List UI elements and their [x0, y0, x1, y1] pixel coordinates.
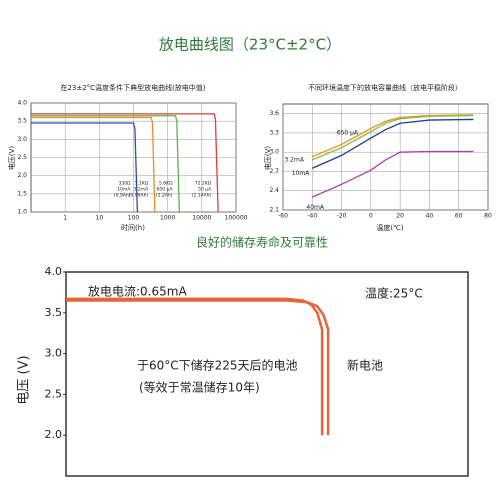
x-tick-label: 0 [369, 213, 373, 220]
x-tick-label: 100 [128, 215, 140, 222]
y-tick-label: 2.4 [269, 187, 279, 194]
chart-title: 在23±2°C温度条件下典型放电曲线(放电中值) [60, 83, 205, 92]
series-label: 330Ω [118, 181, 131, 187]
x-tick-label: 80 [484, 213, 492, 220]
y-tick-label: 3.6 [269, 110, 279, 117]
page-subtitle: 良好的储存寿命及可靠性 [196, 235, 328, 250]
series-line [31, 113, 219, 213]
annotation: 温度:25°C [365, 286, 423, 301]
series-label: 5.6KΩ [159, 181, 173, 187]
annotation: 于60°C下储存225天后的电池 [137, 358, 298, 373]
series-label: 10mA [292, 170, 310, 177]
y-tick-label: 3.0 [269, 149, 279, 156]
page-title: 放电曲线图（23°C±2°C） [159, 36, 341, 54]
y-tick-label: 1.0 [17, 209, 27, 216]
chart-title: 不同环境温度下的放电容量曲线（放电平稳阶段） [308, 83, 462, 92]
y-axis-label: 电压(V) [7, 146, 16, 171]
series-line [312, 150, 474, 198]
series-label: (1.2Ah) [156, 193, 173, 199]
x-tick-label: 1000 [160, 215, 175, 222]
series-label: 40mA [306, 204, 324, 211]
x-tick-label: 100000 [225, 215, 248, 222]
series-line [66, 299, 330, 436]
annotation: 放电电流:0.65mA [88, 284, 187, 299]
y-tick-label: 4.0 [45, 265, 63, 278]
series-line [31, 115, 181, 213]
series-label: 50 µA [198, 187, 212, 193]
y-tick-label: 2.0 [45, 428, 63, 441]
y-axis-label: 电压(V) [263, 146, 272, 171]
series-label: (0.99Ah) [129, 193, 149, 199]
x-tick-label: 1 [63, 215, 67, 222]
x-axis-label: 温度(℃) [376, 223, 404, 232]
series-line [31, 122, 139, 213]
series-label: (0.9Ah) [114, 193, 131, 199]
annotation: (等效于常温储存10年) [139, 380, 260, 395]
y-tick-label: 2.1 [269, 207, 279, 214]
plot-frame [65, 271, 469, 477]
y-tick-label: 3.0 [17, 136, 27, 143]
y-tick-label: 3.5 [17, 118, 27, 125]
series-label: 650 µA [157, 187, 174, 193]
y-tick-label: 1.5 [17, 190, 27, 197]
series-line [312, 114, 474, 161]
series-line [31, 116, 156, 213]
y-tick-label: 3.3 [269, 129, 279, 136]
series-label: (1.14Ah) [192, 193, 212, 199]
x-tick-label: 20 [396, 213, 404, 220]
y-tick-label: 3.5 [45, 306, 63, 319]
x-tick-label: -40 [307, 213, 317, 220]
x-tick-label: -20 [337, 213, 347, 220]
series-label: 3.2mA [134, 187, 150, 193]
annotation: 新电池 [347, 358, 383, 373]
x-axis-label: 时间(h) [121, 223, 145, 232]
y-tick-label: 2.7 [269, 168, 279, 175]
y-tick-label: 3.0 [45, 347, 63, 360]
y-tick-label: 2.5 [17, 154, 27, 161]
x-tick-label: 40 [426, 213, 434, 220]
y-axis-label: 电压 (V) [17, 355, 32, 404]
series-label: 650 μA [337, 129, 359, 136]
y-tick-label: 4.0 [17, 100, 27, 107]
x-tick-label: -60 [278, 213, 288, 220]
x-tick-label: 10000 [192, 215, 211, 222]
y-tick-label: 2.0 [17, 172, 27, 179]
series-label: 1.1KΩ [135, 181, 149, 187]
y-tick-label: 2.5 [45, 387, 63, 400]
series-line [312, 118, 474, 169]
x-tick-label: 60 [455, 213, 463, 220]
series-label: 10mA [117, 187, 131, 193]
x-tick-label: 10 [96, 215, 104, 222]
series-label: 3.2mA [284, 156, 304, 163]
series-label: 72.2KΩ [195, 181, 212, 187]
